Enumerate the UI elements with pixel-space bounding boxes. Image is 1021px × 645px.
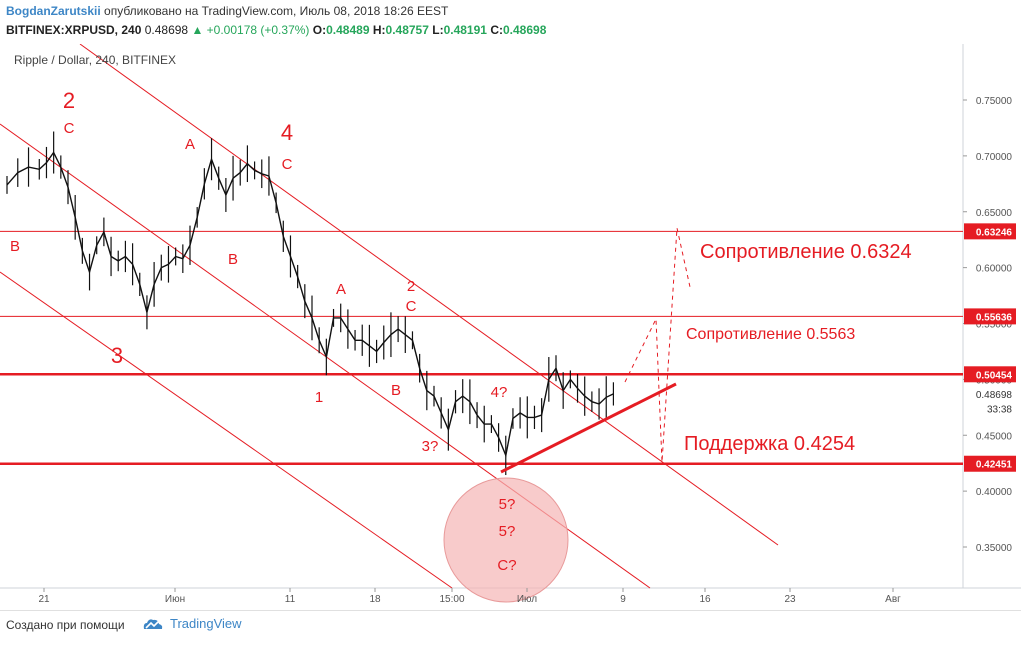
x-tick-label: Июл: [517, 594, 537, 605]
chart-header: BogdanZarutskii опубликовано на TradingV…: [0, 0, 1021, 44]
y-tick-label: 0.75000: [976, 96, 1013, 107]
price-label: 0.42451: [976, 460, 1013, 471]
price-axis[interactable]: 0.350000.400000.450000.500000.550000.600…: [963, 96, 1016, 554]
y-tick-label: 0.55000: [976, 320, 1013, 331]
publish-info: опубликовано на TradingView.com, Июль 08…: [104, 4, 449, 18]
price-label-box: [964, 385, 1016, 401]
y-tick-label: 0.45000: [976, 431, 1013, 442]
target-circle: [443, 477, 569, 603]
x-tick-label: 16: [699, 594, 711, 605]
target-zone: [443, 477, 569, 603]
price-label-box: [964, 400, 1016, 416]
support-trendline: [500, 382, 677, 474]
x-tick-label: 21: [38, 594, 50, 605]
author-link[interactable]: BogdanZarutskii: [6, 4, 101, 18]
time-axis[interactable]: 21 Июн 11 18 15:00 Июл 9 16 23 Авг: [38, 588, 901, 605]
level-annotation: Сопротивление 0.5563: [686, 326, 855, 343]
price-label: 33:38: [987, 405, 1012, 416]
wave-label: A: [185, 136, 195, 153]
tradingview-link[interactable]: TradingView: [142, 616, 242, 631]
x-tick-label: 9: [620, 594, 626, 605]
low-label: L:: [432, 23, 444, 37]
ohlc-line: BITFINEX:XRPUSD, 240 0.48698 ▲ +0.00178 …: [6, 23, 546, 37]
wave-label: 2: [63, 88, 75, 113]
price-chart[interactable]: 2 C B 3 A 4 C B A 2 C 1 B 4? 3? 5? 5? C? Сопротивление 0.…: [0, 44, 1021, 610]
price-label: 0.63246: [976, 227, 1013, 238]
high-label: H:: [372, 23, 386, 37]
y-tick-label: 0.70000: [976, 152, 1013, 163]
pair-label: Ripple / Dollar, 240, BITFINEX: [14, 53, 176, 67]
y-tick-label: 0.60000: [976, 264, 1013, 275]
low-value: 0.48191: [443, 23, 487, 37]
open-value: 0.48489: [326, 23, 370, 37]
wave-labels: 2 C B 3 A 4 C B A 2 C 1 B 4? 3? 5? 5? C?: [10, 88, 517, 574]
channel-line: [79, 44, 779, 546]
wave-label: C: [406, 298, 417, 315]
wave-label: B: [10, 238, 20, 255]
publish-line: BogdanZarutskii опубликовано на TradingV…: [6, 4, 448, 18]
channel-line: [0, 271, 453, 589]
price-label-box: [964, 455, 1016, 472]
price-label: 0.50454: [976, 370, 1013, 381]
price-series: [6, 131, 677, 476]
x-tick-label: 11: [285, 594, 296, 605]
x-tick-label: 23: [784, 594, 796, 605]
level-annotation: Поддержка 0.4254: [684, 433, 855, 455]
open-label: O:: [312, 23, 327, 37]
brand-label: TradingView: [170, 616, 242, 631]
wave-label: 4: [281, 120, 293, 145]
x-tick-label: 18: [369, 594, 381, 605]
tradingview-cloud-icon: [143, 618, 163, 629]
wave-label: 5?: [499, 523, 516, 540]
wave-label: 3: [111, 343, 123, 368]
wave-label: 2: [407, 278, 415, 295]
price-change: ▲ +0.00178 (+0.37%): [191, 23, 310, 37]
level-annotations: Сопротивление 0.6324 Сопротивление 0.5563…: [684, 241, 912, 455]
projected-wave: [624, 227, 691, 463]
symbol-label: BITFINEX:XRPUSD, 240: [6, 23, 142, 37]
projection-path: [624, 227, 691, 463]
level-annotation: Сопротивление 0.6324: [700, 241, 912, 263]
y-tick-label: 0.40000: [976, 487, 1013, 498]
last-price: 0.48698: [144, 23, 189, 37]
wave-label: 5?: [499, 496, 516, 513]
y-tick-label: 0.65000: [976, 208, 1013, 219]
wave-label: C?: [497, 557, 516, 574]
y-tick-label: 0.35000: [976, 543, 1013, 554]
price-label: 0.55636: [976, 312, 1013, 323]
price-label: 0.48698: [976, 390, 1013, 401]
wave-label: B: [391, 382, 401, 399]
wave-label: B: [228, 251, 238, 268]
price-label-box: [964, 308, 1016, 325]
x-tick-label: Июн: [165, 594, 185, 605]
close-value: 0.48698: [502, 23, 547, 37]
wave-label: 3?: [422, 438, 439, 455]
price-label-box: [964, 366, 1016, 383]
high-value: 0.48757: [385, 23, 429, 37]
wave-label: 1: [315, 389, 323, 406]
made-with-text: Создано при помощи: [6, 618, 125, 632]
x-tick-label: Авг: [885, 594, 901, 605]
footer: Создано при помощи TradingView: [0, 610, 1021, 645]
x-tick-label: 15:00: [439, 594, 464, 605]
close-label: C:: [490, 23, 503, 37]
wave-label: 4?: [491, 384, 508, 401]
horizontal-levels: [0, 230, 963, 465]
wave-label: C: [282, 156, 293, 173]
wave-label: A: [336, 281, 346, 298]
price-line: [6, 151, 614, 458]
price-label-box: [964, 223, 1016, 240]
wave-label: C: [64, 120, 75, 137]
